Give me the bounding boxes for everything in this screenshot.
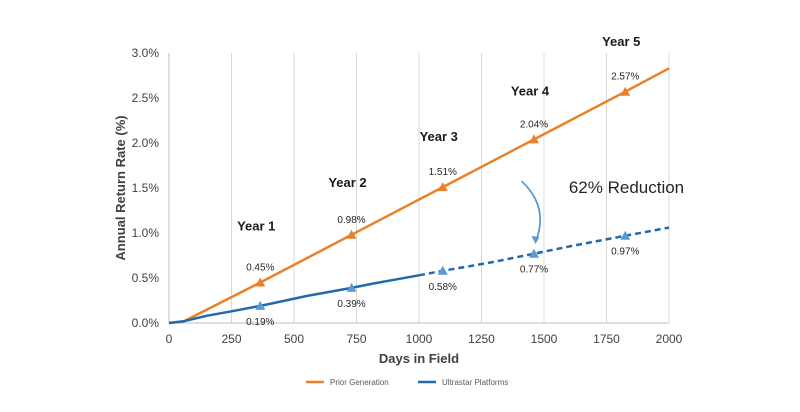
data-label-ultrastar: 0.19% (246, 317, 274, 328)
reduction-label: 62% Reduction (569, 178, 684, 197)
marker-prior-generation (346, 229, 357, 239)
x-tick-label: 500 (284, 332, 304, 346)
legend: Prior Generation Ultrastar Platforms (306, 378, 508, 387)
year-annotation: Year 4 (511, 83, 550, 98)
x-tick-label: 0 (166, 332, 173, 346)
x-tick-label: 750 (346, 332, 366, 346)
marker-ultrastar (437, 265, 448, 275)
data-label-prior-generation: 2.57% (611, 72, 639, 83)
data-label-prior-generation: 0.98% (337, 215, 365, 226)
marker-prior-generation (255, 277, 266, 287)
marker-prior-generation (620, 86, 631, 96)
marker-prior-generation (437, 182, 448, 192)
data-label-ultrastar: 0.97% (611, 247, 639, 258)
x-tick-label: 1750 (593, 332, 620, 346)
series-layer (168, 67, 670, 325)
y-tick-label: 0.5% (132, 271, 160, 285)
series-line-ultrastar-solid (168, 274, 420, 325)
series-line-ultrastar-dashed (418, 226, 670, 277)
data-label-prior-generation: 1.51% (429, 167, 457, 178)
data-label-prior-generation: 2.04% (520, 119, 548, 130)
axis-layer: 0 250 500 750 1000 1250 1500 1750 2000 0.0% 0.5% 1.… (113, 46, 683, 366)
x-axis-title: Days in Field (379, 351, 459, 366)
y-tick-label: 0.0% (132, 316, 160, 330)
year-annotation: Year 3 (420, 129, 458, 144)
marker-ultrastar (346, 282, 357, 292)
data-label-ultrastar: 0.77% (520, 265, 548, 276)
y-tick-label: 3.0% (132, 46, 160, 60)
x-tick-label: 1500 (531, 332, 558, 346)
year-annotation: Year 2 (328, 175, 366, 190)
data-label-prior-generation: 0.45% (246, 263, 274, 274)
reduction-arrow (520, 180, 542, 243)
year-annotation: Year 5 (602, 34, 640, 49)
marker-ultrastar (620, 230, 631, 240)
marker-ultrastar (529, 248, 539, 258)
y-tick-label: 1.0% (132, 226, 160, 240)
year-annotation: Year 1 (237, 218, 275, 233)
grid-layer (231, 53, 670, 323)
x-tick-label: 2000 (656, 332, 683, 346)
y-tick-label: 1.5% (132, 181, 160, 195)
x-tick-label: 1250 (468, 332, 495, 346)
y-tick-label: 2.0% (132, 136, 160, 150)
legend-label: Ultrastar Platforms (442, 378, 508, 387)
marker-prior-generation (529, 134, 539, 144)
annotation-layer: Year 1 Year 2 Year 3 Year 4 Year 5 62% Reduct… (237, 34, 684, 244)
data-label-ultrastar: 0.39% (337, 299, 365, 310)
series-line-prior-generation (168, 67, 670, 325)
reduction-arrow-head (531, 236, 540, 244)
x-tick-label: 1000 (406, 332, 433, 346)
legend-label: Prior Generation (330, 378, 389, 387)
data-label-ultrastar: 0.58% (429, 282, 457, 293)
marker-ultrastar (255, 300, 266, 310)
x-tick-label: 250 (221, 332, 241, 346)
y-tick-label: 2.5% (132, 91, 160, 105)
marker-layer (255, 86, 631, 310)
y-axis-title: Annual Return Rate (%) (113, 115, 128, 260)
label-layer: 0.45% 0.98% 1.51% 2.04% 2.57% 0.19% 0.39% 0.58%… (246, 72, 639, 328)
